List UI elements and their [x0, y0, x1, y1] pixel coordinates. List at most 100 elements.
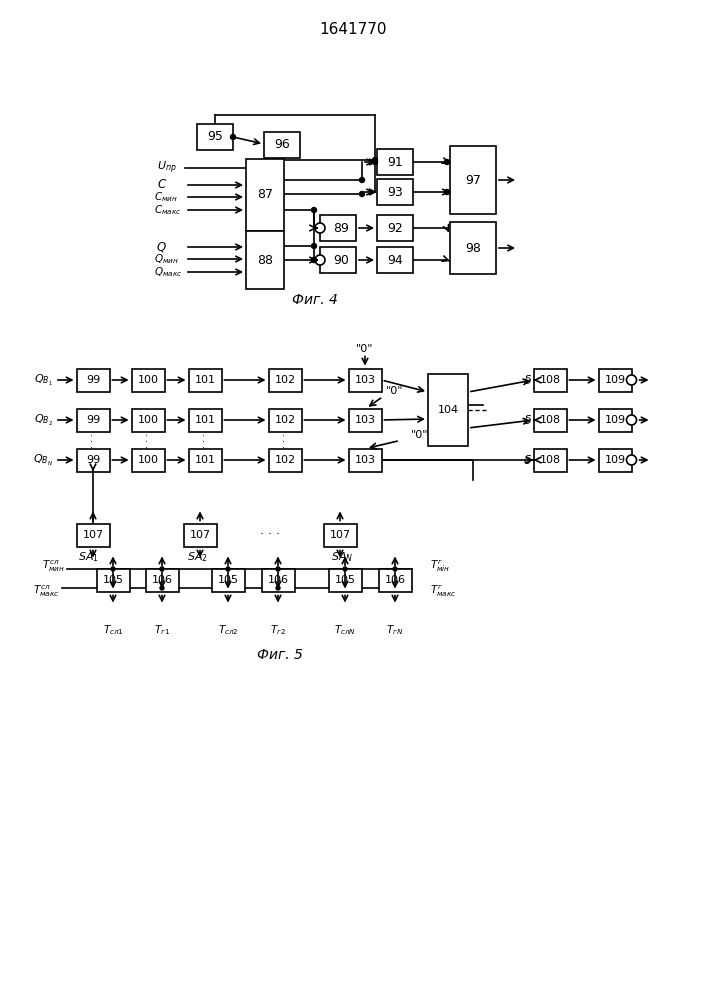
Circle shape	[626, 415, 636, 425]
Text: $U_{пр}$: $U_{пр}$	[157, 160, 177, 176]
Text: $Q_{макс}$: $Q_{макс}$	[154, 265, 182, 279]
Bar	[534, 448, 566, 472]
Text: $T^{сл}_{мин}$: $T^{сл}_{мин}$	[42, 558, 65, 574]
Text: $T_{слN}$: $T_{слN}$	[334, 623, 356, 637]
Bar	[269, 448, 301, 472]
Text: $\delta$: $\delta$	[523, 373, 532, 386]
Text: 93: 93	[387, 186, 403, 198]
Bar	[349, 408, 382, 432]
Bar	[132, 448, 165, 472]
Text: 96: 96	[274, 138, 290, 151]
Bar	[599, 408, 631, 432]
Text: $T^{г}_{макс}$: $T^{г}_{макс}$	[430, 583, 457, 599]
Text: $C_{макс}$: $C_{макс}$	[154, 203, 182, 217]
Text: 107: 107	[329, 530, 351, 540]
Text: 101: 101	[194, 455, 216, 465]
Bar	[76, 368, 110, 391]
Text: 107: 107	[189, 530, 211, 540]
Bar	[320, 247, 356, 273]
Text: 100: 100	[137, 375, 158, 385]
Bar	[189, 408, 221, 432]
Bar	[211, 568, 245, 591]
Text: · · ·: · · ·	[88, 432, 98, 448]
Text: "0": "0"	[356, 344, 374, 354]
Text: · · ·: · · ·	[280, 432, 290, 448]
Text: 108: 108	[539, 415, 561, 425]
Bar	[132, 368, 165, 391]
Bar	[349, 448, 382, 472]
Text: $Q_{B_N}$: $Q_{B_N}$	[33, 452, 53, 468]
Bar	[324, 524, 356, 546]
Bar	[599, 368, 631, 391]
Text: 106: 106	[267, 575, 288, 585]
Circle shape	[626, 455, 636, 465]
Text: 99: 99	[86, 375, 100, 385]
Circle shape	[373, 159, 378, 164]
Bar	[534, 408, 566, 432]
Text: $\delta$: $\delta$	[523, 414, 532, 426]
Text: 89: 89	[333, 222, 349, 234]
Circle shape	[343, 567, 347, 571]
Text: $SA_2$: $SA_2$	[187, 550, 207, 564]
Bar	[377, 215, 413, 241]
Bar	[450, 146, 496, 214]
Circle shape	[312, 257, 317, 262]
Text: "0": "0"	[386, 385, 404, 395]
Text: 107: 107	[83, 530, 103, 540]
Text: Фиг. 5: Фиг. 5	[257, 648, 303, 662]
Bar	[534, 368, 566, 391]
Text: 109: 109	[604, 455, 626, 465]
Bar	[269, 368, 301, 391]
Bar	[197, 124, 233, 150]
Text: 106: 106	[151, 575, 173, 585]
Bar	[76, 408, 110, 432]
Bar	[189, 448, 221, 472]
Circle shape	[359, 178, 365, 182]
Bar	[189, 368, 221, 391]
Text: $SA_N$: $SA_N$	[331, 550, 353, 564]
Text: 100: 100	[137, 415, 158, 425]
Circle shape	[276, 586, 280, 590]
Text: 105: 105	[103, 575, 124, 585]
Text: 109: 109	[604, 375, 626, 385]
Circle shape	[445, 159, 450, 164]
Circle shape	[393, 567, 397, 571]
Text: $T_{сл1}$: $T_{сл1}$	[103, 623, 124, 637]
Text: 94: 94	[387, 253, 403, 266]
Text: 103: 103	[354, 455, 375, 465]
Text: 102: 102	[274, 375, 296, 385]
Bar	[184, 524, 216, 546]
Text: Фиг. 4: Фиг. 4	[292, 293, 338, 307]
Text: 105: 105	[218, 575, 238, 585]
Text: $Q_{B_2}$: $Q_{B_2}$	[34, 412, 53, 428]
Bar	[377, 247, 413, 273]
Bar	[246, 159, 284, 231]
Text: $T_{г1}$: $T_{г1}$	[154, 623, 170, 637]
Text: $Q_{B_1}$: $Q_{B_1}$	[34, 372, 53, 388]
Text: · · ·: · · ·	[143, 432, 153, 448]
Text: 97: 97	[465, 174, 481, 186]
Bar	[76, 524, 110, 546]
Circle shape	[315, 255, 325, 265]
Text: 103: 103	[354, 415, 375, 425]
Circle shape	[160, 586, 164, 590]
Text: 101: 101	[194, 375, 216, 385]
Circle shape	[359, 192, 365, 196]
Text: 104: 104	[438, 405, 459, 415]
Text: 100: 100	[137, 455, 158, 465]
Text: $T^{сл}_{макс}$: $T^{сл}_{макс}$	[33, 583, 60, 599]
Text: 109: 109	[604, 415, 626, 425]
Text: 99: 99	[86, 415, 100, 425]
Text: 92: 92	[387, 222, 403, 234]
Text: 1641770: 1641770	[320, 22, 387, 37]
Bar	[262, 568, 295, 591]
Text: $Q_{мин}$: $Q_{мин}$	[154, 252, 179, 266]
Bar	[264, 132, 300, 158]
Text: · · ·: · · ·	[260, 528, 280, 542]
Text: C: C	[157, 178, 165, 192]
Bar	[377, 179, 413, 205]
Circle shape	[315, 223, 325, 233]
Circle shape	[276, 567, 280, 571]
Circle shape	[230, 134, 235, 139]
Text: 103: 103	[354, 375, 375, 385]
